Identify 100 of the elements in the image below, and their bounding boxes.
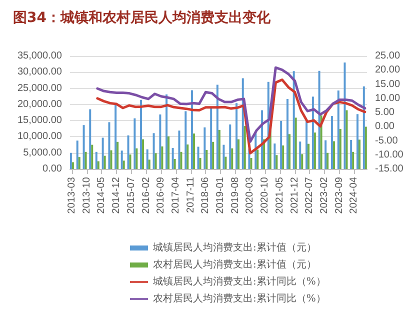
bar bbox=[280, 120, 282, 169]
bar bbox=[146, 149, 148, 169]
y-tick-label: 15,000.00 bbox=[18, 115, 62, 126]
bar bbox=[154, 153, 157, 169]
x-tick-label: 2013-10 bbox=[81, 176, 92, 214]
bar bbox=[352, 152, 354, 169]
bar bbox=[70, 152, 72, 169]
bar bbox=[332, 141, 335, 169]
x-tick-label: 2013-03 bbox=[66, 176, 78, 214]
bar bbox=[218, 130, 220, 169]
bar bbox=[294, 118, 297, 169]
bar bbox=[216, 84, 218, 169]
bar bbox=[314, 132, 316, 169]
bar bbox=[337, 90, 340, 169]
y-tick-label: 20,000.00 bbox=[18, 98, 62, 110]
bar bbox=[84, 152, 87, 169]
y2-tick-label: -10.00 bbox=[375, 149, 404, 160]
line-series bbox=[96, 78, 366, 154]
bar bbox=[89, 109, 92, 169]
bar bbox=[186, 144, 189, 169]
bar bbox=[238, 139, 240, 169]
x-tick-label: 2018-06 bbox=[200, 176, 212, 214]
y2-tick-label: 20.00 bbox=[375, 64, 400, 76]
bar bbox=[318, 70, 320, 169]
bar bbox=[91, 144, 94, 169]
bar bbox=[168, 136, 170, 169]
y2-tick-label: -15.00 bbox=[375, 164, 404, 174]
bar bbox=[110, 150, 112, 169]
legend-label: 城镇居民人均消费支出:累计值（元） bbox=[152, 242, 316, 254]
x-tick-label: 2023-09 bbox=[334, 176, 345, 214]
bar bbox=[330, 116, 333, 169]
bar bbox=[350, 140, 352, 169]
x-tick-label: 2017-04 bbox=[170, 176, 182, 214]
bar bbox=[104, 156, 106, 169]
bar bbox=[129, 154, 132, 169]
legend-label: 城镇居民人均消费支出:累计同比（%） bbox=[152, 276, 326, 288]
bar bbox=[72, 162, 74, 169]
bar bbox=[326, 152, 329, 169]
bar bbox=[152, 133, 155, 169]
bar bbox=[134, 118, 136, 169]
x-tick-label: 2019-01 bbox=[215, 176, 226, 214]
x-tick-label: 2014-05 bbox=[96, 176, 108, 214]
bar bbox=[210, 107, 212, 169]
line-series bbox=[96, 66, 366, 143]
bar bbox=[174, 158, 176, 169]
bar bbox=[306, 120, 308, 169]
bar bbox=[199, 158, 202, 169]
bar bbox=[292, 71, 295, 169]
bar bbox=[97, 161, 100, 169]
bar bbox=[148, 160, 150, 169]
x-tick-label: 2015-07 bbox=[126, 176, 137, 214]
x-tick-label: 2019-08 bbox=[230, 176, 241, 214]
bar bbox=[299, 142, 302, 169]
bar bbox=[197, 146, 200, 169]
y-tick-label: 10,000.00 bbox=[18, 131, 62, 142]
bar bbox=[250, 158, 252, 169]
bar bbox=[236, 103, 238, 169]
bar bbox=[346, 110, 348, 169]
y2-tick-label: 10.00 bbox=[375, 92, 400, 104]
bar bbox=[339, 128, 342, 169]
bar bbox=[256, 150, 259, 169]
y2-tick-label: 0.00 bbox=[375, 121, 395, 132]
bar bbox=[116, 142, 119, 169]
bar bbox=[178, 130, 180, 169]
bar bbox=[286, 98, 288, 169]
bar bbox=[166, 94, 168, 169]
bar bbox=[212, 142, 214, 169]
x-tick-label: 2016-02 bbox=[140, 176, 152, 214]
bar bbox=[114, 104, 117, 169]
bar bbox=[224, 156, 227, 169]
bar bbox=[140, 100, 142, 169]
bar bbox=[122, 160, 125, 169]
legend-label: 农村居民人均消费支出:累计同比（%） bbox=[153, 292, 326, 304]
bar bbox=[231, 148, 234, 169]
bar bbox=[172, 148, 174, 169]
bar bbox=[344, 62, 346, 169]
bar bbox=[301, 154, 304, 169]
bar bbox=[76, 140, 78, 169]
bar bbox=[82, 125, 85, 169]
y-tick-label: 25,000.00 bbox=[18, 82, 62, 94]
bar bbox=[288, 134, 290, 169]
bar bbox=[324, 140, 327, 169]
bar bbox=[276, 155, 278, 169]
y2-tick-label: 15.00 bbox=[375, 78, 400, 90]
x-tick-label: 2020-03 bbox=[244, 176, 256, 214]
bar bbox=[108, 122, 110, 169]
bar bbox=[95, 152, 98, 169]
bar bbox=[312, 96, 314, 169]
y2-tick-label: 5.00 bbox=[375, 107, 395, 118]
bar bbox=[364, 126, 367, 169]
bar bbox=[206, 150, 208, 169]
bar bbox=[192, 133, 195, 169]
x-tick-label: 2014-12 bbox=[111, 176, 122, 214]
chart-title: 图34：城镇和农村居民人均消费支出变化 bbox=[13, 9, 272, 26]
bar bbox=[136, 148, 138, 169]
bar bbox=[180, 152, 182, 169]
bar bbox=[102, 138, 104, 169]
x-tick-label: 2023-02 bbox=[319, 176, 330, 214]
bar bbox=[78, 157, 80, 169]
bar bbox=[184, 111, 187, 169]
